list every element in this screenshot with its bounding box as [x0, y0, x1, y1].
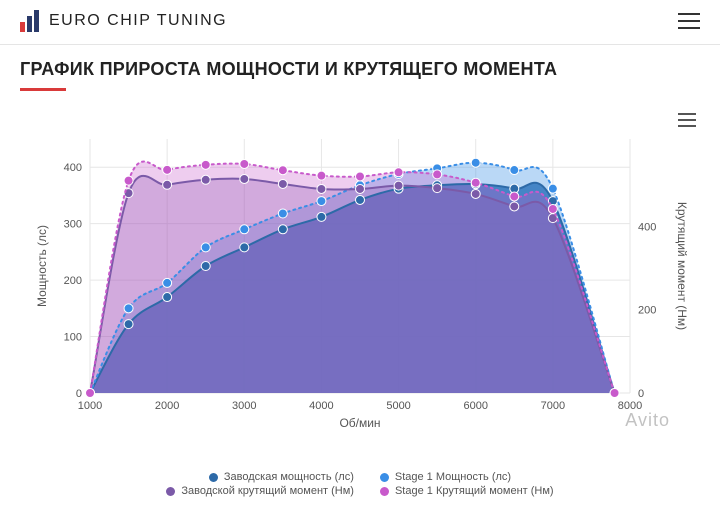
legend-item[interactable]: Заводская мощность (лс) [209, 471, 354, 483]
svg-text:1000: 1000 [78, 400, 102, 412]
svg-text:0: 0 [76, 388, 82, 400]
svg-text:3000: 3000 [232, 400, 256, 412]
svg-text:400: 400 [638, 221, 656, 233]
power-torque-chart: 1000200030004000500060007000800001002003… [20, 109, 700, 469]
legend-dot-icon [166, 487, 175, 496]
menu-icon[interactable] [678, 13, 700, 29]
svg-text:6000: 6000 [463, 400, 487, 412]
legend-label: Заводская мощность (лс) [224, 471, 354, 483]
svg-text:4000: 4000 [309, 400, 333, 412]
brand-name: EURO CHIP TUNING [49, 12, 227, 30]
page-title: ГРАФИК ПРИРОСТА МОЩНОСТИ И КРУТЯЩЕГО МОМ… [20, 59, 700, 80]
title-block: ГРАФИК ПРИРОСТА МОЩНОСТИ И КРУТЯЩЕГО МОМ… [0, 45, 720, 99]
legend-label: Stage 1 Мощность (лс) [395, 471, 511, 483]
svg-text:200: 200 [64, 275, 82, 287]
legend-label: Stage 1 Крутящий момент (Нм) [395, 485, 554, 497]
legend-row: Заводской крутящий момент (Нм) Stage 1 Кр… [0, 485, 720, 497]
svg-text:Мощность (лс): Мощность (лс) [35, 225, 49, 307]
brand-logo[interactable]: EURO CHIP TUNING [20, 10, 227, 32]
svg-text:400: 400 [64, 162, 82, 174]
chart-container: 1000200030004000500060007000800001002003… [20, 109, 700, 469]
legend-label: Заводской крутящий момент (Нм) [181, 485, 354, 497]
legend-dot-icon [380, 473, 389, 482]
svg-text:5000: 5000 [386, 400, 410, 412]
svg-text:0: 0 [638, 388, 644, 400]
svg-text:Об/мин: Об/мин [339, 416, 380, 430]
page-header: EURO CHIP TUNING [0, 0, 720, 45]
legend-item[interactable]: Stage 1 Крутящий момент (Нм) [380, 485, 554, 497]
legend-dot-icon [209, 473, 218, 482]
legend-item[interactable]: Заводской крутящий момент (Нм) [166, 485, 354, 497]
svg-text:Крутящий момент (Нм): Крутящий момент (Нм) [675, 202, 689, 330]
svg-text:2000: 2000 [155, 400, 179, 412]
svg-text:100: 100 [64, 332, 82, 344]
legend-row: Заводская мощность (лс) Stage 1 Мощность … [0, 471, 720, 483]
title-underline [20, 88, 66, 91]
legend-dot-icon [380, 487, 389, 496]
svg-text:300: 300 [64, 219, 82, 231]
svg-text:7000: 7000 [541, 400, 565, 412]
legend-item[interactable]: Stage 1 Мощность (лс) [380, 471, 511, 483]
chart-menu-icon[interactable] [678, 113, 696, 127]
svg-text:200: 200 [638, 305, 656, 317]
logo-bars-icon [20, 10, 39, 32]
svg-text:8000: 8000 [618, 400, 642, 412]
